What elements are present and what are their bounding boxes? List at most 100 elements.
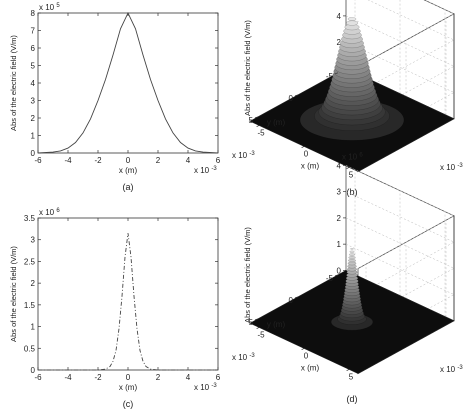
x-tick-label: 5 (349, 372, 354, 381)
x-tick-label: -5 (257, 330, 265, 339)
x-exponent-label: x 10 -3 (194, 166, 217, 175)
plot-frame (37, 12, 219, 154)
series-line (38, 233, 218, 371)
x-exponent-label: x 10 -3 (440, 163, 463, 172)
z-tick-label: 4 (337, 161, 342, 170)
x-tick-label: 6 (216, 156, 221, 165)
z-exponent-label: x 10 6 (342, 152, 363, 161)
x-exponent-label: x 10 -3 (440, 365, 463, 374)
y-tick-label: 1 (31, 323, 36, 332)
y-exponent-label: x 10 5 (39, 3, 60, 12)
panel-a: -6 -4 -2 0 2 4 6 0 1 2 3 4 5 6 7 8 x (m) x 10 -3 x 10 5 Abs… (9, 3, 221, 192)
x-tick-label: 6 (216, 373, 221, 382)
y-tick-label: 3.5 (24, 214, 36, 223)
y-tick-label: 5 (249, 116, 254, 125)
y-tick-label: 6 (31, 44, 36, 53)
z-tick-label: 3 (337, 188, 342, 197)
y-tick-label: 2 (31, 279, 36, 288)
x-tick-label: 0 (126, 373, 131, 382)
x-axis-label: x (m) (301, 363, 320, 372)
x-tick-label: 0 (304, 149, 309, 158)
y-tick-label: 2.5 (24, 257, 36, 266)
panel-label: (b) (347, 187, 358, 197)
surface-slice (345, 20, 359, 26)
y-tick-label: 0 (289, 296, 294, 305)
z-axis-label: Abs of the electric field (V/m) (243, 227, 252, 323)
x-tick-mark (301, 348, 305, 351)
y-tick-label: 1.5 (24, 301, 36, 310)
y-tick-mark (294, 94, 299, 97)
y-tick-label: 5 (249, 318, 254, 327)
x-tick-mark (256, 125, 260, 128)
y-exponent-label: x 10 6 (39, 208, 60, 217)
z-tick-label: 0 (337, 266, 342, 275)
z-axis-label: Abs of the electric field (V/m) (243, 20, 252, 116)
x-tick-label: -2 (94, 156, 102, 165)
y-exponent-label: x 10 -3 (232, 151, 255, 160)
y-tick-label: 3 (31, 236, 36, 245)
z-tick-label: 2 (337, 214, 342, 223)
surface-slice (348, 258, 356, 263)
x-axis-label: x (m) (301, 161, 320, 170)
z-tick-label: 4 (337, 12, 342, 21)
x-tick-label: -6 (34, 373, 42, 382)
series-line (37, 11, 219, 154)
y-axis-label: Abs of the electric field (V/m) (9, 246, 18, 342)
y-tick-label: 5 (31, 62, 36, 71)
x-tick-label: -4 (64, 373, 72, 382)
x-exponent-label: x 10 -3 (194, 383, 217, 392)
x-tick-label: 0 (304, 351, 309, 360)
x-tick-label: 0 (126, 156, 131, 165)
y-tick-label: 2 (31, 114, 36, 123)
y-tick-label: 8 (31, 9, 36, 18)
y-tick-mark (254, 116, 259, 119)
x-tick-label: 2 (156, 156, 161, 165)
plot-frame (37, 217, 219, 371)
z-grid-line (357, 0, 455, 67)
surface-slice (349, 250, 355, 253)
y-axis-label: y (m) (267, 118, 286, 127)
surface-slice (350, 248, 354, 250)
y-tick-label: 4 (31, 79, 36, 88)
z-grid-line (357, 0, 455, 94)
y-tick-label: -5 (326, 274, 334, 283)
z-tick-label: 1 (337, 240, 342, 249)
y-tick-mark (334, 72, 339, 75)
x-tick-mark (346, 369, 350, 372)
x-tick-label: 4 (186, 373, 191, 382)
x-tick-mark (256, 327, 260, 330)
y-tick-label: 1 (31, 132, 36, 141)
y-tick-label: 3 (31, 97, 36, 106)
x-tick-label: -4 (64, 156, 72, 165)
x-tick-label: -2 (94, 373, 102, 382)
panel-label: (d) (347, 394, 358, 404)
y-tick-label: 0 (31, 366, 36, 375)
y-tick-label: -5 (326, 72, 334, 81)
x-tick-label: 4 (186, 156, 191, 165)
panel-label: (a) (123, 182, 134, 192)
y-tick-mark (334, 274, 339, 277)
x-tick-mark (301, 146, 305, 149)
y-tick-label: 0 (289, 94, 294, 103)
x-axis-label: x (m) (119, 383, 138, 392)
z-tick-label: 2 (337, 38, 342, 47)
surface-slice (349, 253, 356, 256)
z-grid-line (345, 191, 455, 296)
y-tick-label: 0 (31, 149, 36, 158)
x-tick-label: 5 (349, 170, 354, 179)
y-axis-label: y (m) (267, 320, 286, 329)
x-tick-label: -6 (34, 156, 42, 165)
x-axis-label: x (m) (119, 166, 138, 175)
y-tick-mark (254, 318, 259, 321)
x-tick-label: -5 (257, 128, 265, 137)
surface-slice (348, 256, 356, 260)
surface-slice (347, 17, 357, 21)
surface-slice (347, 261, 357, 266)
x-tick-label: 2 (156, 373, 161, 382)
panel-label: (c) (123, 399, 134, 409)
y-axis-label: Abs of the electric field (V/m) (9, 35, 18, 131)
z-grid-line (345, 165, 455, 269)
y-tick-label: 7 (31, 27, 36, 36)
panel-c: -6 -4 -2 0 2 4 6 0 0.5 1 1.5 2 2.5 3 3.5 x (m) x 10 -3 x … (9, 208, 221, 409)
